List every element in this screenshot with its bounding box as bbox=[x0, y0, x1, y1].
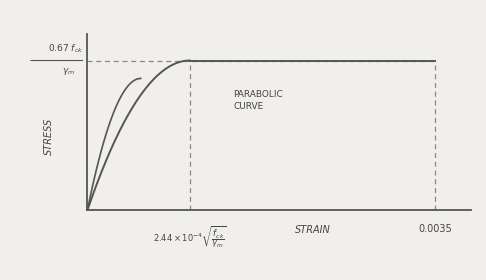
Text: STRAIN: STRAIN bbox=[295, 225, 330, 235]
Text: 0.0035: 0.0035 bbox=[418, 224, 451, 234]
Text: $\gamma_m$: $\gamma_m$ bbox=[62, 66, 75, 77]
Text: $2.44\times10^{-4}\sqrt{\dfrac{f_{ck}}{\gamma_m}}$: $2.44\times10^{-4}\sqrt{\dfrac{f_{ck}}{\… bbox=[153, 224, 227, 250]
Text: STRESS: STRESS bbox=[44, 117, 54, 155]
Text: 0.67 $f_{ck}$: 0.67 $f_{ck}$ bbox=[48, 43, 84, 55]
Text: PARABOLIC
CURVE: PARABOLIC CURVE bbox=[233, 90, 283, 111]
